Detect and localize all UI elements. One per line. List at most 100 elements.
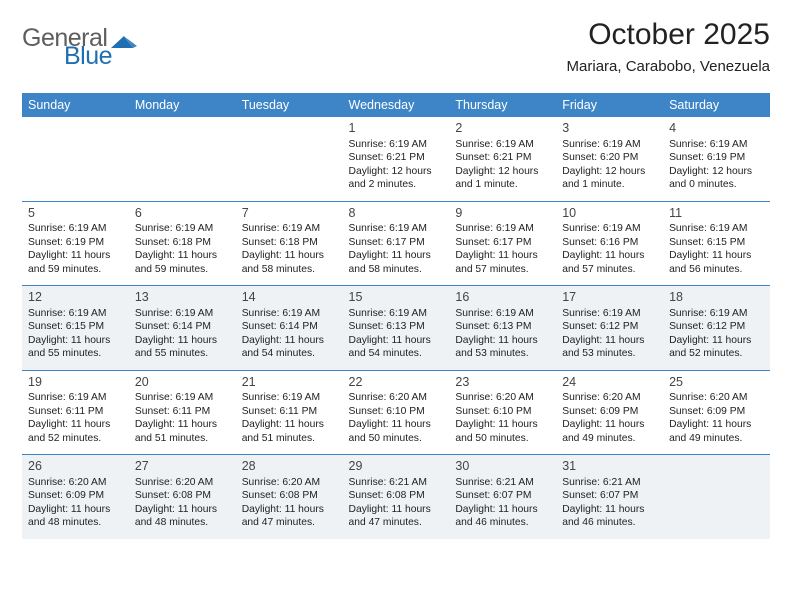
day-cell: 7Sunrise: 6:19 AMSunset: 6:18 PMDaylight… xyxy=(236,202,343,286)
day-cell: 10Sunrise: 6:19 AMSunset: 6:16 PMDayligh… xyxy=(556,202,663,286)
sunset-text: Sunset: 6:08 PM xyxy=(135,489,230,503)
day-cell: 21Sunrise: 6:19 AMSunset: 6:11 PMDayligh… xyxy=(236,371,343,455)
daylight-line1: Daylight: 11 hours xyxy=(562,503,657,517)
daylight-line2: and 1 minute. xyxy=(562,178,657,192)
sunset-text: Sunset: 6:15 PM xyxy=(669,236,764,250)
daylight-line1: Daylight: 11 hours xyxy=(28,334,123,348)
day-cell: 18Sunrise: 6:19 AMSunset: 6:12 PMDayligh… xyxy=(663,286,770,370)
daylight-line1: Daylight: 11 hours xyxy=(242,503,337,517)
daylight-line2: and 50 minutes. xyxy=(349,432,444,446)
week-row: 26 Sunrise: 6:20 AM Sunset: 6:09 PM Dayligh… xyxy=(22,455,770,539)
sunrise-text: Sunrise: 6:19 AM xyxy=(135,391,230,405)
sunrise-text: Sunrise: 6:19 AM xyxy=(562,138,657,152)
day-cell: 20Sunrise: 6:19 AMSunset: 6:11 PMDayligh… xyxy=(129,371,236,455)
daylight-line2: and 57 minutes. xyxy=(562,263,657,277)
daylight-line2: and 51 minutes. xyxy=(242,432,337,446)
day-number: 8 xyxy=(349,205,444,222)
daylight-line2: and 49 minutes. xyxy=(562,432,657,446)
day-number: 1 xyxy=(349,120,444,137)
day-header: Tuesday xyxy=(236,93,343,117)
day-cell: 28Sunrise: 6:20 AMSunset: 6:08 PMDayligh… xyxy=(236,455,343,539)
daylight-line2: and 54 minutes. xyxy=(242,347,337,361)
daylight-line1: Daylight: 12 hours xyxy=(562,165,657,179)
sunset-text: Sunset: 6:13 PM xyxy=(455,320,550,334)
day-cell: 2Sunrise: 6:19 AMSunset: 6:21 PMDaylight… xyxy=(449,117,556,201)
day-number: 31 xyxy=(562,458,657,475)
sunrise-text: Sunrise: 6:19 AM xyxy=(242,307,337,321)
day-header: Saturday xyxy=(663,93,770,117)
daylight-line1: Daylight: 11 hours xyxy=(28,418,123,432)
sunset-text: Sunset: 6:20 PM xyxy=(562,151,657,165)
daylight-line2: and 50 minutes. xyxy=(455,432,550,446)
daylight-line2: and 55 minutes. xyxy=(28,347,123,361)
daylight-line1: Daylight: 11 hours xyxy=(455,334,550,348)
sunset-text: Sunset: 6:08 PM xyxy=(242,489,337,503)
day-header: Sunday xyxy=(22,93,129,117)
sunrise-text: Sunrise: 6:21 AM xyxy=(455,476,550,490)
sunset-text: Sunset: 6:10 PM xyxy=(455,405,550,419)
daylight-line2: and 47 minutes. xyxy=(349,516,444,530)
day-cell: 5Sunrise: 6:19 AMSunset: 6:19 PMDaylight… xyxy=(22,202,129,286)
sunset-text: Sunset: 6:07 PM xyxy=(455,489,550,503)
title-block: October 2025 Mariara, Carabobo, Venezuel… xyxy=(567,18,770,79)
daylight-line1: Daylight: 11 hours xyxy=(562,249,657,263)
day-number: 5 xyxy=(28,205,123,222)
daylight-line2: and 57 minutes. xyxy=(455,263,550,277)
daylight-line1: Daylight: 11 hours xyxy=(135,334,230,348)
day-number: 14 xyxy=(242,289,337,306)
sunrise-text: Sunrise: 6:19 AM xyxy=(349,307,444,321)
daylight-line2: and 0 minutes. xyxy=(669,178,764,192)
day-cell: 12Sunrise: 6:19 AMSunset: 6:15 PMDayligh… xyxy=(22,286,129,370)
day-number: 29 xyxy=(349,458,444,475)
sunrise-text: Sunrise: 6:19 AM xyxy=(669,307,764,321)
sunset-text: Sunset: 6:09 PM xyxy=(28,489,123,503)
sunrise-text: Sunrise: 6:19 AM xyxy=(135,307,230,321)
sunset-text: Sunset: 6:21 PM xyxy=(349,151,444,165)
day-cell: 11Sunrise: 6:19 AMSunset: 6:15 PMDayligh… xyxy=(663,202,770,286)
sunrise-text: Sunrise: 6:20 AM xyxy=(242,476,337,490)
sunset-text: Sunset: 6:12 PM xyxy=(562,320,657,334)
daylight-line2: and 53 minutes. xyxy=(562,347,657,361)
daylight-line1: Daylight: 11 hours xyxy=(455,503,550,517)
day-number: 25 xyxy=(669,374,764,391)
sunset-text: Sunset: 6:11 PM xyxy=(135,405,230,419)
day-number: 11 xyxy=(669,205,764,222)
day-number: 12 xyxy=(28,289,123,306)
week-row: 12Sunrise: 6:19 AMSunset: 6:15 PMDayligh… xyxy=(22,286,770,370)
sunset-text: Sunset: 6:11 PM xyxy=(28,405,123,419)
sunset-text: Sunset: 6:15 PM xyxy=(28,320,123,334)
sunset-text: Sunset: 6:17 PM xyxy=(349,236,444,250)
daylight-line1: Daylight: 11 hours xyxy=(455,249,550,263)
calendar-body: 1 Sunrise: 6:19 AM Sunset: 6:21 PM Daylight… xyxy=(22,117,770,539)
day-cell: 3Sunrise: 6:19 AMSunset: 6:20 PMDaylight… xyxy=(556,117,663,201)
daylight-line1: Daylight: 11 hours xyxy=(135,418,230,432)
day-cell: 13Sunrise: 6:19 AMSunset: 6:14 PMDayligh… xyxy=(129,286,236,370)
day-cell: 19Sunrise: 6:19 AMSunset: 6:11 PMDayligh… xyxy=(22,371,129,455)
day-cell: 14Sunrise: 6:19 AMSunset: 6:14 PMDayligh… xyxy=(236,286,343,370)
daylight-line2: and 49 minutes. xyxy=(669,432,764,446)
day-number: 17 xyxy=(562,289,657,306)
sunrise-text: Sunrise: 6:19 AM xyxy=(135,222,230,236)
day-cell xyxy=(236,117,343,201)
daylight-line1: Daylight: 11 hours xyxy=(242,249,337,263)
daylight-line1: Daylight: 11 hours xyxy=(669,334,764,348)
day-number: 15 xyxy=(349,289,444,306)
sunset-text: Sunset: 6:10 PM xyxy=(349,405,444,419)
day-number: 27 xyxy=(135,458,230,475)
day-header: Thursday xyxy=(449,93,556,117)
day-header: Monday xyxy=(129,93,236,117)
daylight-line1: Daylight: 11 hours xyxy=(669,418,764,432)
daylight-line2: and 53 minutes. xyxy=(455,347,550,361)
daylight-line2: and 56 minutes. xyxy=(669,263,764,277)
day-number: 3 xyxy=(562,120,657,137)
day-number: 20 xyxy=(135,374,230,391)
day-cell: 6Sunrise: 6:19 AMSunset: 6:18 PMDaylight… xyxy=(129,202,236,286)
day-cell xyxy=(22,117,129,201)
sunrise-text: Sunrise: 6:21 AM xyxy=(562,476,657,490)
day-number: 26 xyxy=(28,458,123,475)
daylight-line1: Daylight: 11 hours xyxy=(562,418,657,432)
day-cell: 23Sunrise: 6:20 AMSunset: 6:10 PMDayligh… xyxy=(449,371,556,455)
sunset-text: Sunset: 6:07 PM xyxy=(562,489,657,503)
daylight-line1: Daylight: 11 hours xyxy=(349,249,444,263)
day-number: 21 xyxy=(242,374,337,391)
